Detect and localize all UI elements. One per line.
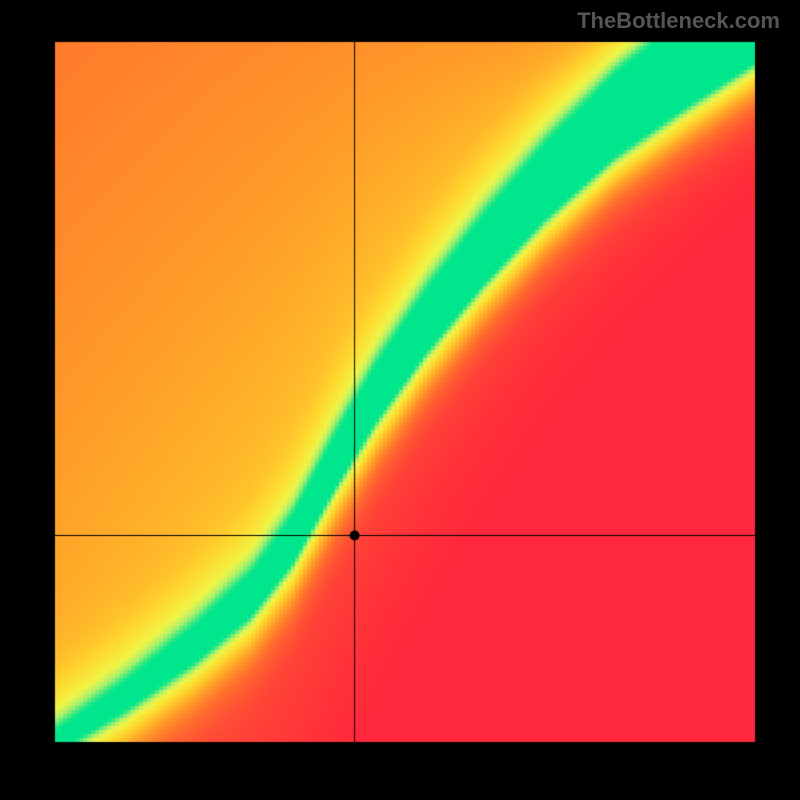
watermark-text: TheBottleneck.com — [577, 8, 780, 34]
bottleneck-heatmap — [0, 0, 800, 800]
